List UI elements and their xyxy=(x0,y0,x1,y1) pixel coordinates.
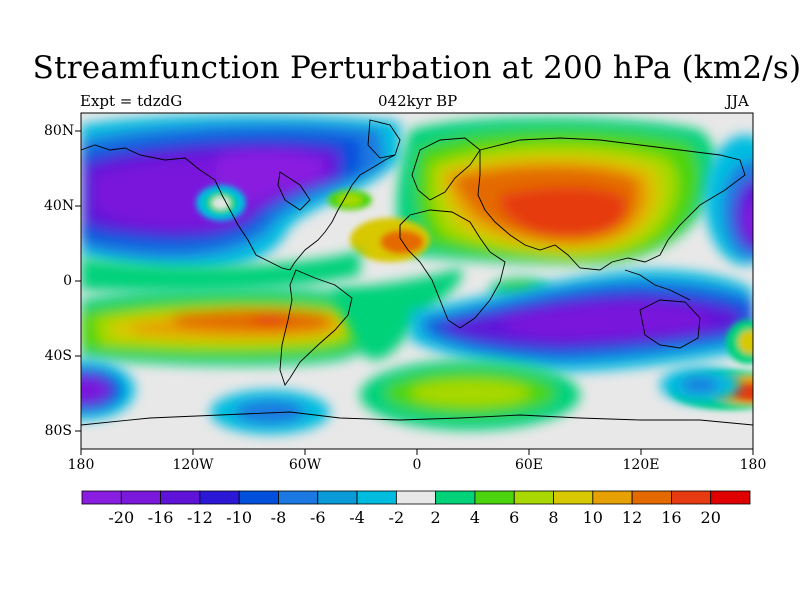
colorbar-swatch xyxy=(513,490,554,505)
coast-indonesia xyxy=(624,269,691,301)
colorbar-label: 12 xyxy=(621,508,643,527)
colorbar-label: -10 xyxy=(226,508,253,527)
contour-field xyxy=(81,113,753,449)
colorbar-swatch xyxy=(278,490,319,505)
colorbar-label: -16 xyxy=(147,508,174,527)
colorbar-swatch xyxy=(199,490,240,505)
colorbar-swatch xyxy=(474,490,515,505)
colorbar-label: -20 xyxy=(108,508,135,527)
lat-label-0: 0 xyxy=(63,273,72,289)
colorbar-swatch xyxy=(317,490,358,505)
lat-label-80s: 80S xyxy=(44,423,72,439)
southern-ocean xyxy=(360,360,580,430)
coastlines xyxy=(81,119,753,426)
colorbar-label: 16 xyxy=(661,508,682,527)
colorbar-label: 10 xyxy=(582,508,603,527)
lat-label-80n: 80N xyxy=(44,123,75,139)
lon-label-60w: 60W xyxy=(288,457,322,473)
southern-lows xyxy=(81,135,753,434)
coast-south-america xyxy=(279,269,353,386)
colorbar-label: 2 xyxy=(430,508,441,527)
axis-ticks xyxy=(75,130,754,455)
lat-label-40s: 40S xyxy=(44,348,72,364)
colorbar-label: 20 xyxy=(700,508,721,527)
south-pacific-high xyxy=(81,286,388,366)
coast-australia xyxy=(639,299,701,349)
coast-europe xyxy=(411,137,481,201)
colorbar xyxy=(81,490,751,505)
lon-label-60e: 60E xyxy=(514,457,544,473)
lon-label-0: 0 xyxy=(412,457,422,473)
colorbar-swatch xyxy=(120,490,161,505)
colorbar-swatch xyxy=(710,490,751,505)
lat-label-40n: 40N xyxy=(44,198,75,214)
colorbar-label: -2 xyxy=(388,508,405,527)
colorbar-swatch xyxy=(81,490,122,505)
colorbar-swatch xyxy=(553,490,594,505)
colorbar-label: 4 xyxy=(469,508,481,527)
colorbar-swatch xyxy=(671,490,712,505)
colorbar-swatch xyxy=(356,490,397,505)
colorbar-label: -8 xyxy=(270,508,287,527)
lon-label-120e: 120E xyxy=(622,457,660,473)
lon-label-120w: 120W xyxy=(172,457,214,473)
colorbar-label: -6 xyxy=(309,508,326,527)
colorbar-label: 8 xyxy=(548,508,559,527)
lon-label-180w: 180 xyxy=(67,457,95,473)
south-atlantic-green xyxy=(330,268,462,360)
colorbar-swatch xyxy=(435,490,476,505)
colorbar-label: -4 xyxy=(349,508,365,527)
coast-antarctica xyxy=(81,411,753,426)
colorbar-swatch xyxy=(238,490,279,505)
lon-label-180e: 180 xyxy=(739,457,767,473)
coast-africa xyxy=(399,209,506,329)
colorbar-swatch xyxy=(631,490,672,505)
period-label: 042kyr BP xyxy=(378,92,458,110)
coast-north-america-west xyxy=(81,144,291,271)
coast-hudson-bay xyxy=(277,171,311,211)
coast-north-america-east xyxy=(289,154,396,271)
north-pacific-ring xyxy=(196,185,246,221)
coast-greenland xyxy=(367,119,401,159)
season-label: JJA xyxy=(726,92,749,110)
colorbar-swatch xyxy=(592,490,633,505)
colorbar-label: -12 xyxy=(186,508,213,527)
coast-asia xyxy=(477,137,746,271)
colorbar-swatch xyxy=(160,490,201,505)
atlantic-highs xyxy=(328,190,430,262)
colorbar-swatch xyxy=(395,490,437,505)
chart-title: Streamfunction Perturbation at 200 hPa (… xyxy=(32,50,800,86)
experiment-label: Expt = tdzdG xyxy=(80,92,183,110)
colorbar-label: 6 xyxy=(509,508,520,527)
